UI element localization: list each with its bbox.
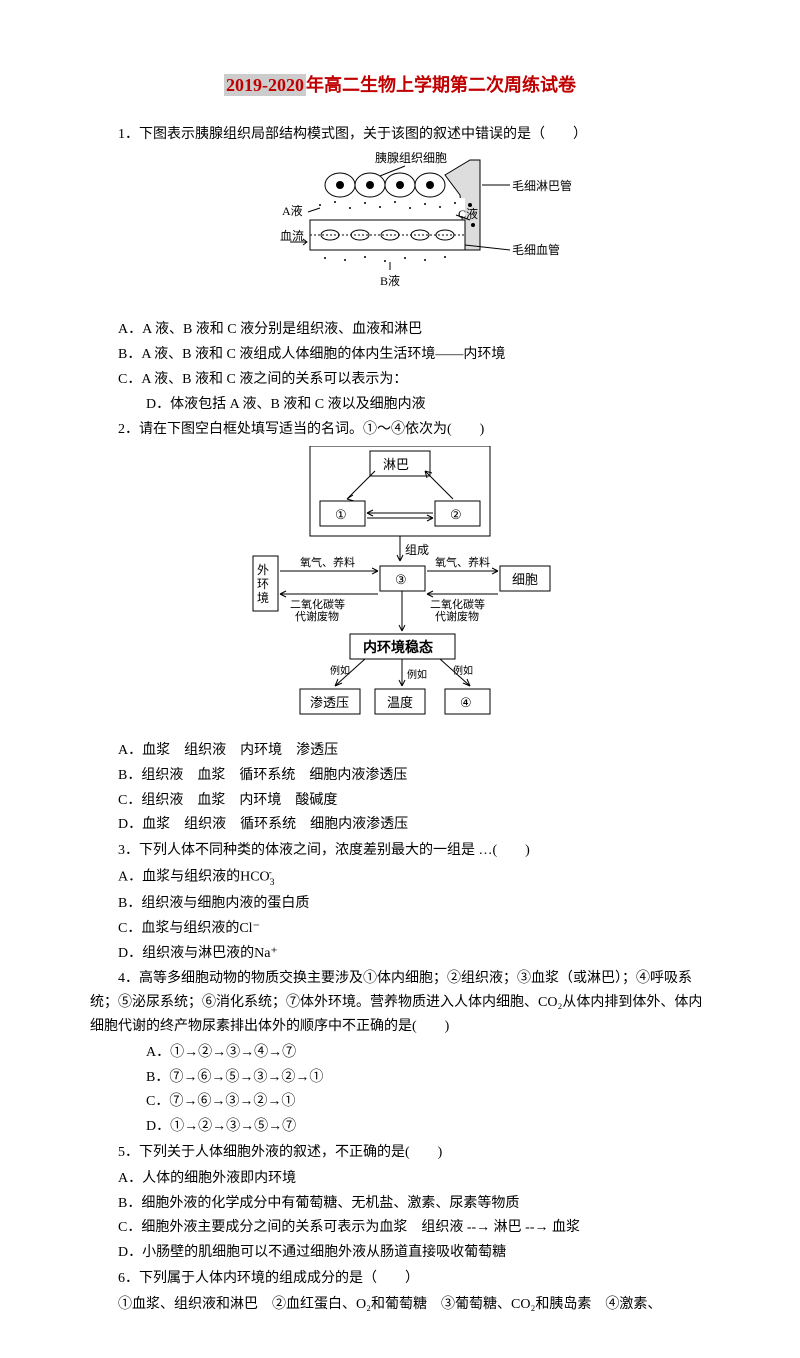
q2-opt-a: A．血浆 组织液 内环境 渗透压 (90, 739, 710, 763)
d2-b2: ② (450, 507, 462, 522)
d2-linba: 淋巴 (383, 457, 409, 472)
d1-label-c: C液 (458, 206, 478, 221)
q1-opt-d: D．体液包括 A 液、B 液和 C 液以及细胞内液 (90, 393, 710, 417)
q4-opt-c: C．⑦→⑥→③→②→① (90, 1090, 710, 1114)
q1-opt-c: C．A 液、B 液和 C 液之间的关系可以表示为： (90, 368, 710, 392)
d2-o2-1: 氧气、养料 (300, 555, 355, 569)
d2-shentou: 渗透压 (310, 695, 349, 710)
q1-opt-b: B．A 液、B 液和 C 液组成人体细胞的体内生活环境——内环境 (90, 343, 710, 367)
q5-opt-b: B．细胞外液的化学成分中有葡萄糖、无机盐、激素、尿素等物质 (90, 1192, 710, 1216)
d1-label-cap: 毛细血管 (512, 242, 560, 257)
title-rest: 年高二生物上学期第二次周练试卷 (306, 75, 576, 95)
d1-label-top: 胰腺组织细胞 (375, 151, 447, 165)
q2-opt-d: D．血浆 组织液 循环系统 细胞内液渗透压 (90, 813, 710, 837)
question-6: 6．下列属于人体内环境的组成成分的是（ ） (90, 1267, 710, 1291)
d2-wai3: 境 (257, 590, 269, 605)
d2-b1: ① (335, 507, 347, 522)
q2-opt-c: C．组织液 血浆 内环境 酸碱度 (90, 789, 710, 813)
page-title: 2019-2020年高二生物上学期第二次周练试卷 (90, 70, 710, 101)
question-2: 2．请在下图空白框处填写适当的名词。①～④依次为( ) (90, 418, 710, 442)
d1-label-b: B液 (380, 273, 400, 288)
q3-opt-b: B．组织液与细胞内液的蛋白质 (90, 892, 710, 916)
d2-o2-2: 氧气、养料 (435, 555, 490, 569)
diagram-1: 胰腺组织细胞 毛细淋巴管 A液 (90, 150, 710, 314)
title-year: 2019-2020 (226, 75, 304, 95)
d2-co2-1b: 代谢废物 (295, 609, 339, 623)
q3-opt-a: A．血浆与组织液的HCO3- (90, 865, 710, 891)
d1-label-lymph: 毛细淋巴管 (512, 178, 572, 193)
d1-label-blood: 血流 (280, 229, 304, 243)
d2-xibao: 细胞 (512, 572, 538, 587)
q4-opt-a: A．①→②→③→④→⑦ (90, 1041, 710, 1065)
d2-co2-2b: 代谢废物 (435, 609, 479, 623)
q4-opt-d: D．①→②→③→⑤→⑦ (90, 1115, 710, 1139)
d2-b4: ④ (460, 695, 472, 710)
diagram-2: 淋巴 ① ② 组成 外 环 境 ③ 细 (90, 446, 710, 735)
q4-opt-b: B．⑦→⑥→⑤→③→②→① (90, 1066, 710, 1090)
question-3: 3．下列人体不同种类的体液之间，浓度差别最大的一组是 …( ) (90, 839, 710, 863)
d2-b3: ③ (395, 572, 407, 587)
d2-liru2: 例如 (407, 668, 427, 681)
q5-opt-c: C．细胞外液主要成分之间的关系可表示为血浆 组织液 --→ 淋巴 --→ 血浆 (90, 1216, 710, 1240)
d2-co2-1a: 二氧化碳等 (290, 597, 345, 611)
d2-wai2: 环 (257, 577, 269, 591)
q6-line: ①血浆、组织液和淋巴 ②血红蛋白、O₂和葡萄糖 ③葡萄糖、CO₂和胰岛素 ④激素… (90, 1293, 710, 1317)
d2-wai1: 外 (257, 563, 269, 577)
d2-co2-2a: 二氧化碳等 (430, 597, 485, 611)
d2-nhj: 内环境稳态 (363, 639, 433, 656)
d2-liru3: 例如 (453, 664, 473, 677)
q3-opt-c: C．血浆与组织液的Cl⁻ (90, 917, 710, 941)
question-5: 5．下列关于人体细胞外液的叙述，不正确的是( ) (90, 1141, 710, 1165)
q3-opt-d: D．组织液与淋巴液的Na⁺ (90, 942, 710, 966)
q2-opt-b: B．组织液 血浆 循环系统 细胞内液渗透压 (90, 764, 710, 788)
q5-opt-d: D．小肠壁的肌细胞可以不通过细胞外液从肠道直接吸收葡萄糖 (90, 1241, 710, 1265)
d1-label-a: A液 (282, 203, 303, 218)
q5-opt-a: A．人体的细胞外液即内环境 (90, 1167, 710, 1191)
d2-wendu: 温度 (387, 695, 413, 710)
question-1: 1．下图表示胰腺组织局部结构模式图，关于该图的叙述中错误的是（ ） (90, 123, 710, 147)
d2-liru1: 例如 (330, 664, 350, 677)
d2-zucheng: 组成 (405, 543, 429, 557)
question-4: 4．高等多细胞动物的物质交换主要涉及①体内细胞；②组织液；③血浆（或淋巴）；④呼… (90, 967, 710, 1038)
q1-opt-a: A．A 液、B 液和 C 液分别是组织液、血液和淋巴 (90, 318, 710, 342)
